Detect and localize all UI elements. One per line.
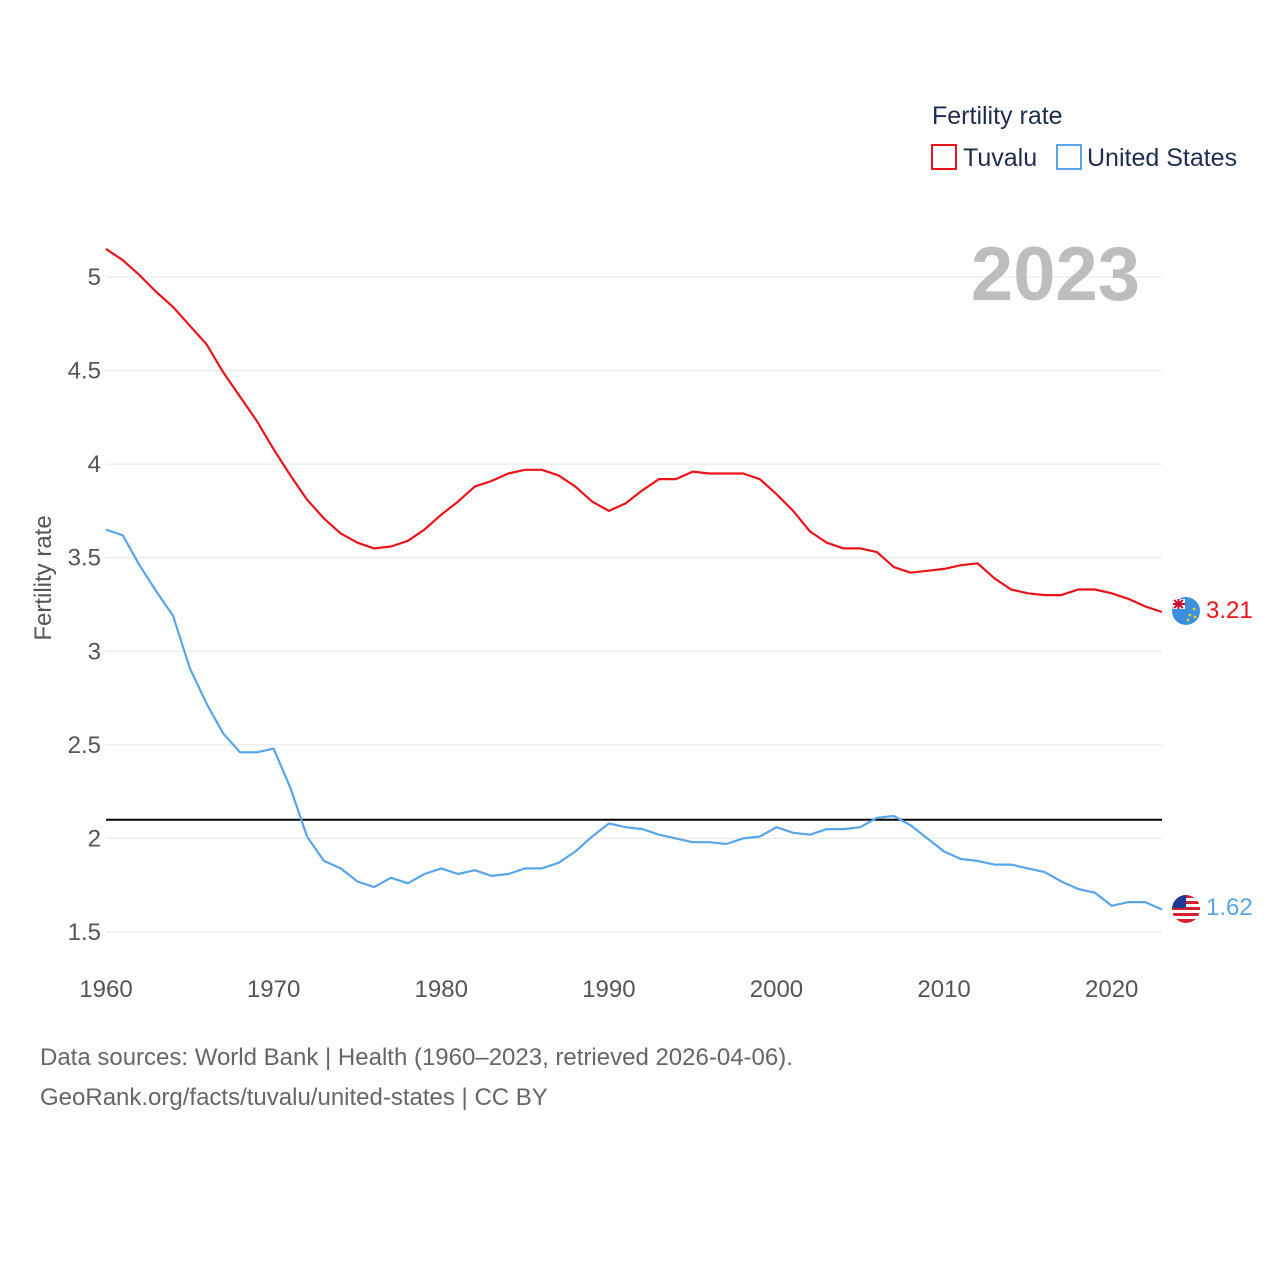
x-tick-label: 1970	[247, 976, 300, 1003]
y-tick-label: 1.5	[68, 919, 101, 946]
x-tick-label: 1980	[415, 976, 468, 1003]
y-tick-label: 2	[88, 825, 101, 852]
legend-swatch-tuvalu[interactable]	[931, 144, 957, 170]
tuvalu-end-value: 3.21	[1206, 597, 1253, 624]
x-axis-ticks: 1960 1970 1980 1990 2000 2010 2020	[79, 976, 1138, 1003]
x-tick-label: 2000	[750, 976, 803, 1003]
y-tick-label: 2.5	[68, 732, 101, 759]
series-line-tuvalu[interactable]	[105, 247, 1163, 614]
y-tick-label: 3	[88, 638, 101, 665]
tuvalu-flag-icon	[1172, 597, 1200, 625]
year-label: 2023	[971, 232, 1140, 317]
x-tick-label: 2020	[1085, 976, 1138, 1003]
y-axis-ticks: 1.5 2 2.5 3 3.5 4 4.5 5	[68, 264, 101, 946]
y-tick-label: 5	[88, 264, 101, 291]
y-axis-title: Fertility rate	[30, 515, 57, 640]
series-line-united-states[interactable]	[105, 528, 1163, 911]
united-states-end-value: 1.62	[1206, 894, 1253, 921]
x-tick-label: 1990	[582, 976, 635, 1003]
grid-lines	[106, 276, 1162, 933]
legend-title: Fertility rate	[932, 102, 1063, 130]
x-tick-label: 1960	[79, 976, 132, 1003]
series-lines	[105, 247, 1163, 911]
legend[interactable]: Fertility rate Tuvalu United States	[931, 102, 1237, 172]
y-tick-label: 4.5	[68, 358, 101, 385]
credit-link[interactable]: GeoRank.org/facts/tuvalu/united-states |…	[40, 1084, 548, 1111]
y-tick-label: 3.5	[68, 545, 101, 572]
legend-label-tuvalu[interactable]: Tuvalu	[963, 144, 1037, 172]
x-tick-label: 2010	[917, 976, 970, 1003]
united-states-flag-icon	[1172, 895, 1200, 923]
data-sources-note: Data sources: World Bank | Health (1960–…	[40, 1044, 793, 1071]
legend-label-united-states[interactable]: United States	[1087, 144, 1237, 172]
y-tick-label: 4	[88, 451, 101, 478]
legend-swatch-united-states[interactable]	[1056, 144, 1082, 170]
